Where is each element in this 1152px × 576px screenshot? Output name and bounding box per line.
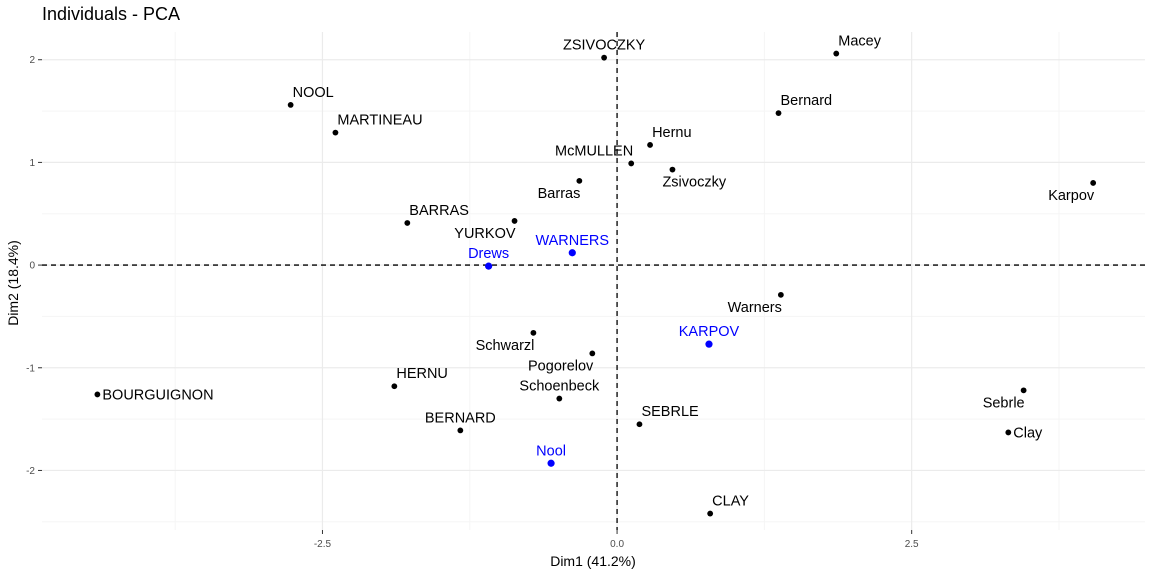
point-label-yurkov: YURKOV (454, 226, 516, 242)
point-barras (404, 220, 411, 226)
point-label-mcmullen: McMULLEN (555, 143, 633, 159)
point-label-zsivoczky: Zsivoczky (662, 175, 726, 191)
point-label-bernard: Bernard (781, 93, 833, 109)
point-labels: SEBRLE CLAY BERNARD YURKOV ZSIVOCZKY McMULLEN… (102, 34, 1095, 510)
point-label-clay: Clay (1013, 425, 1043, 441)
point-label-drews: Drews (468, 246, 509, 262)
x-axis-title: Dim1 (41.2%) (550, 553, 636, 569)
point-drews (485, 262, 493, 270)
point-nool (547, 459, 555, 467)
point-label-warners: Warners (728, 300, 782, 316)
y-tick-label: 0 (29, 261, 35, 272)
point-martineau (332, 129, 339, 136)
point-nool (287, 102, 294, 108)
axis-ticks: -2.5 0.0 2.5 -2 -1 0 1 2 (26, 55, 919, 550)
chart-title: Individuals - PCA (42, 4, 181, 24)
y-tick-label: 1 (29, 158, 35, 169)
point-label-sebrle: SEBRLE (641, 404, 699, 420)
reference-lines (42, 32, 1145, 530)
x-tick-label: 0.0 (610, 539, 624, 550)
point-karpov (705, 340, 713, 348)
point-zsivoczky (601, 54, 608, 61)
point-label-nool: NOOL (293, 85, 334, 101)
point-label-martineau: MARTINEAU (337, 113, 422, 129)
point-label-clay: CLAY (712, 494, 749, 510)
points (94, 50, 1097, 517)
point-label-sebrle: Sebrle (983, 395, 1025, 411)
y-tick-label: -1 (26, 363, 35, 374)
point-label-nool: Nool (536, 443, 566, 459)
point-sebrle (1020, 387, 1027, 394)
point-pogorelov (589, 350, 596, 357)
point-label-karpov: KARPOV (679, 324, 740, 340)
point-label-hernu: Hernu (652, 125, 692, 141)
y-axis-title: Dim2 (18.4%) (5, 240, 21, 326)
point-label-bernard: BERNARD (425, 410, 496, 426)
point-label-hernu: HERNU (396, 366, 448, 382)
point-label-barras: BARRAS (409, 203, 469, 219)
point-mcmullen (628, 160, 635, 167)
point-warners (568, 249, 576, 257)
point-label-barras: Barras (538, 186, 581, 202)
point-label-karpov: Karpov (1048, 188, 1095, 204)
point-schoenbeck (556, 395, 563, 402)
point-label-pogorelov: Pogorelov (528, 358, 594, 374)
point-label-schwarzl: Schwarzl (476, 338, 535, 354)
point-yurkov (511, 218, 518, 224)
point-karpov (1090, 180, 1097, 186)
point-sebrle (636, 421, 643, 428)
point-bernard (775, 110, 782, 117)
point-label-macey: Macey (838, 34, 881, 50)
point-clay (1005, 429, 1012, 436)
point-warners (777, 291, 784, 298)
point-macey (833, 50, 840, 57)
point-label-bourguignon: BOURGUIGNON (102, 387, 213, 403)
point-hernu (647, 142, 653, 148)
y-tick-label: -2 (26, 466, 35, 477)
point-clay (707, 510, 714, 517)
x-tick-label: 2.5 (905, 539, 919, 550)
point-label-zsivoczky: ZSIVOCZKY (563, 38, 646, 54)
point-schwarzl (530, 329, 537, 336)
point-hernu (391, 383, 398, 390)
point-bernard (457, 427, 464, 434)
point-label-warners: WARNERS (535, 233, 609, 249)
x-tick-label: -2.5 (314, 539, 332, 550)
point-bourguignon (94, 391, 101, 398)
point-barras (576, 177, 583, 184)
point-zsivoczky (669, 166, 676, 173)
grid (42, 32, 1145, 530)
y-tick-label: 2 (29, 55, 35, 66)
point-label-schoenbeck: Schoenbeck (519, 379, 600, 395)
